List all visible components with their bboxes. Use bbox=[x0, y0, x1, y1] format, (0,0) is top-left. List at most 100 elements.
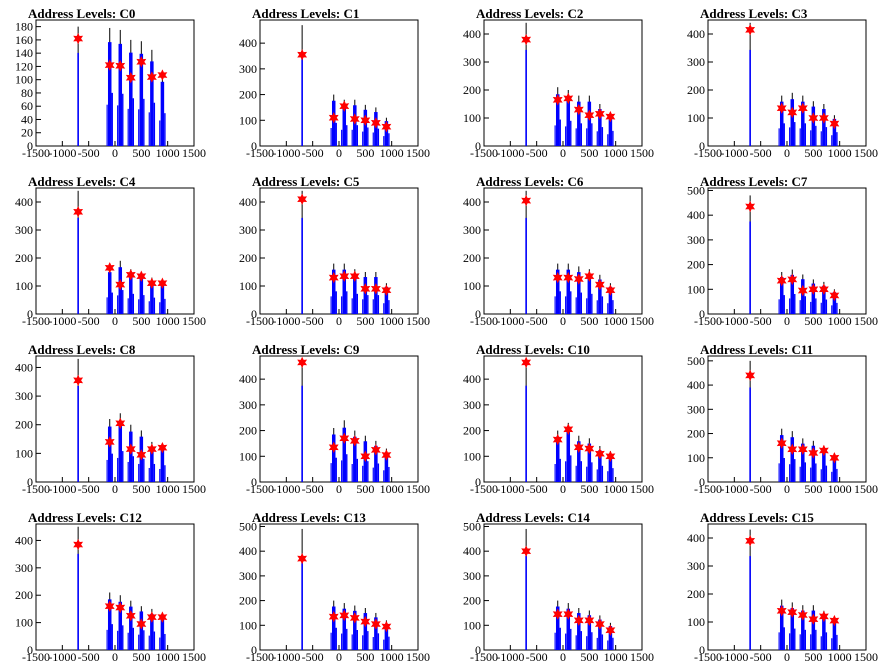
y-tick-label: 0 bbox=[699, 307, 705, 321]
histogram-bar bbox=[831, 305, 833, 314]
histogram-bar bbox=[598, 619, 602, 650]
histogram-bar bbox=[335, 291, 337, 314]
histogram-bar bbox=[139, 277, 144, 314]
peak-marker bbox=[297, 49, 308, 61]
peak-marker bbox=[328, 610, 339, 623]
histogram-bar bbox=[570, 120, 572, 146]
histogram-bar bbox=[374, 277, 378, 314]
histogram-bar bbox=[836, 634, 838, 650]
peak-marker bbox=[349, 113, 360, 125]
histogram-bar bbox=[159, 468, 161, 482]
histogram-bar bbox=[138, 463, 140, 482]
histogram-bar bbox=[363, 109, 368, 146]
y-tick-label: 0 bbox=[251, 139, 257, 153]
histogram-bar bbox=[565, 461, 567, 482]
histogram-bar bbox=[106, 104, 108, 146]
peak-marker bbox=[787, 273, 798, 286]
histogram-bar bbox=[566, 608, 571, 650]
histogram-bar bbox=[596, 131, 598, 146]
x-tick-label: 0 bbox=[336, 650, 342, 664]
histogram-bar bbox=[778, 463, 780, 482]
peak-marker bbox=[328, 112, 339, 124]
peak-marker bbox=[829, 289, 840, 302]
plot-frame bbox=[707, 187, 867, 315]
x-tick-label: 0 bbox=[784, 650, 790, 664]
x-tick-label: 0 bbox=[560, 314, 566, 328]
peak-marker bbox=[115, 417, 126, 430]
x-tick-label: -1500 bbox=[246, 146, 274, 160]
histogram-bar bbox=[341, 633, 343, 650]
histogram-bar bbox=[836, 302, 838, 314]
x-tick-label: -1500 bbox=[470, 482, 498, 496]
histogram-bar bbox=[132, 98, 134, 146]
y-tick-label: 100 bbox=[463, 618, 481, 632]
histogram-bar bbox=[789, 298, 791, 314]
x-tick-label: -500 bbox=[78, 482, 100, 496]
x-tick-label: -1000 bbox=[272, 482, 300, 496]
y-tick-label: 0 bbox=[27, 139, 33, 153]
y-tick-label: 100 bbox=[687, 111, 705, 125]
x-tick-label: 500 bbox=[804, 146, 822, 160]
plot-frame bbox=[35, 19, 195, 147]
histogram-panel: Address Levels: C10 0 100 200 300 400 -1500 -10… bbox=[448, 336, 672, 504]
y-tick-label: 100 bbox=[15, 73, 33, 87]
histogram-bar bbox=[372, 467, 374, 482]
peak-marker bbox=[104, 600, 115, 612]
histogram-bar bbox=[122, 625, 124, 650]
histogram-bar bbox=[779, 101, 784, 146]
histogram-bar bbox=[106, 297, 108, 314]
peak-marker bbox=[594, 448, 605, 460]
y-tick-label: 300 bbox=[463, 55, 481, 69]
x-tick-label: -1000 bbox=[272, 314, 300, 328]
histogram-bar bbox=[577, 272, 581, 314]
histogram-bar bbox=[330, 128, 332, 146]
x-tick-label: 1000 bbox=[380, 146, 404, 160]
histogram-bar bbox=[598, 109, 602, 146]
x-tick-label: -1500 bbox=[694, 482, 722, 496]
y-tick-label: 400 bbox=[239, 195, 257, 209]
plot-frame bbox=[707, 355, 867, 483]
histogram-bar bbox=[580, 123, 582, 146]
histogram-bar bbox=[831, 638, 833, 650]
peak-marker bbox=[157, 611, 168, 623]
histogram-bar bbox=[372, 637, 374, 650]
x-tick-label: -1500 bbox=[694, 650, 722, 664]
peak-marker bbox=[136, 618, 147, 630]
histogram-bar bbox=[335, 122, 337, 146]
histogram-bar bbox=[356, 629, 358, 650]
histogram-panel: Address Levels: C14 0 100 200 300 400 500 -1500… bbox=[448, 504, 672, 672]
peak-marker bbox=[818, 444, 829, 457]
x-tick-label: 500 bbox=[580, 650, 598, 664]
histogram-bar bbox=[160, 284, 165, 314]
plot-frame bbox=[483, 187, 643, 315]
y-tick-label: 300 bbox=[687, 233, 705, 247]
peak-marker bbox=[349, 435, 360, 447]
histogram-bar bbox=[565, 633, 567, 650]
y-tick-label: 200 bbox=[239, 424, 257, 438]
histogram-bar bbox=[346, 628, 348, 650]
peak-marker bbox=[339, 609, 350, 622]
histogram-bar bbox=[612, 637, 614, 650]
histogram-bar bbox=[554, 632, 556, 650]
histogram-bar bbox=[301, 217, 303, 314]
histogram-bar bbox=[363, 277, 368, 314]
y-tick-label: 300 bbox=[463, 398, 481, 412]
histogram-bar bbox=[301, 51, 303, 146]
histogram-bar bbox=[77, 52, 79, 146]
x-tick-label: -1500 bbox=[470, 650, 498, 664]
x-tick-label: 0 bbox=[560, 650, 566, 664]
histogram-bar bbox=[822, 109, 826, 146]
x-tick-label: 1500 bbox=[630, 482, 654, 496]
y-tick-label: 100 bbox=[687, 282, 705, 296]
y-tick-label: 100 bbox=[239, 449, 257, 463]
x-tick-label: 500 bbox=[132, 314, 150, 328]
histogram-panel: Address Levels: C8 0 100 200 300 400 -1500 -100… bbox=[0, 336, 224, 504]
peak-marker bbox=[745, 24, 756, 36]
histogram-bar bbox=[591, 293, 593, 314]
peak-marker bbox=[73, 32, 84, 45]
histogram-bar bbox=[153, 297, 156, 314]
histogram-bar bbox=[831, 135, 833, 146]
histogram-bar bbox=[377, 295, 380, 314]
histogram-bar bbox=[356, 293, 358, 314]
